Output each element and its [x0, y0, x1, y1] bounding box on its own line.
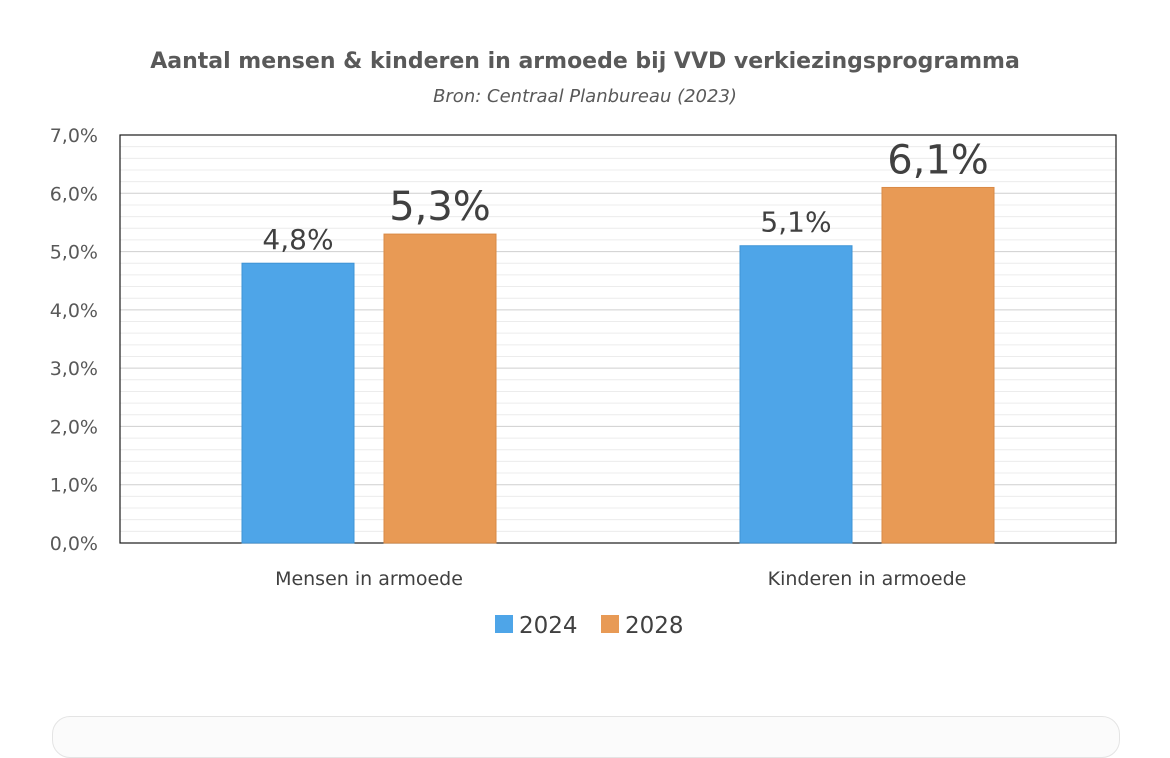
x-axis-categories: Mensen in armoede Kinderen in armoede — [275, 568, 966, 590]
y-tick-label: 4,0% — [50, 300, 98, 322]
data-label-2024-0: 4,8% — [262, 223, 333, 256]
category-label: Kinderen in armoede — [768, 568, 967, 590]
bar-2028-1 — [881, 186, 995, 544]
y-tick-label: 3,0% — [50, 358, 98, 380]
y-tick-label: 6,0% — [50, 183, 98, 205]
legend: 2024 2028 — [495, 613, 684, 639]
chart-subtitle: Bron: Centraal Planbureau (2023) — [433, 86, 737, 107]
data-label-2028-0: 5,3% — [389, 184, 491, 230]
chart-title: Aantal mensen & kinderen in armoede bij … — [150, 49, 1020, 74]
bar-2024-1 — [739, 245, 853, 544]
legend-label: 2028 — [625, 613, 684, 639]
y-tick-label: 7,0% — [50, 125, 98, 147]
y-tick-label: 0,0% — [50, 533, 98, 555]
y-tick-label: 2,0% — [50, 416, 98, 438]
y-axis-ticks: 0,0% 1,0% 2,0% 3,0% 4,0% 5,0% 6,0% 7,0% — [50, 125, 98, 555]
bar-2024-0 — [241, 262, 355, 544]
bottom-card — [52, 716, 1120, 758]
category-label: Mensen in armoede — [275, 568, 463, 590]
legend-label: 2024 — [519, 613, 578, 639]
y-tick-label: 1,0% — [50, 475, 98, 497]
y-tick-label: 5,0% — [50, 242, 98, 264]
legend-swatch-2028 — [601, 615, 619, 633]
data-labels: 4,8% 5,3% 5,1% 6,1% — [262, 137, 988, 256]
legend-swatch-2024 — [495, 615, 513, 633]
data-label-2028-1: 6,1% — [887, 137, 989, 183]
bars — [241, 186, 995, 544]
bar-2028-0 — [383, 233, 497, 544]
bar-chart: Aantal mensen & kinderen in armoede bij … — [50, 49, 1117, 639]
plot-area-frame — [119, 134, 1117, 544]
data-label-2024-1: 5,1% — [760, 206, 831, 239]
